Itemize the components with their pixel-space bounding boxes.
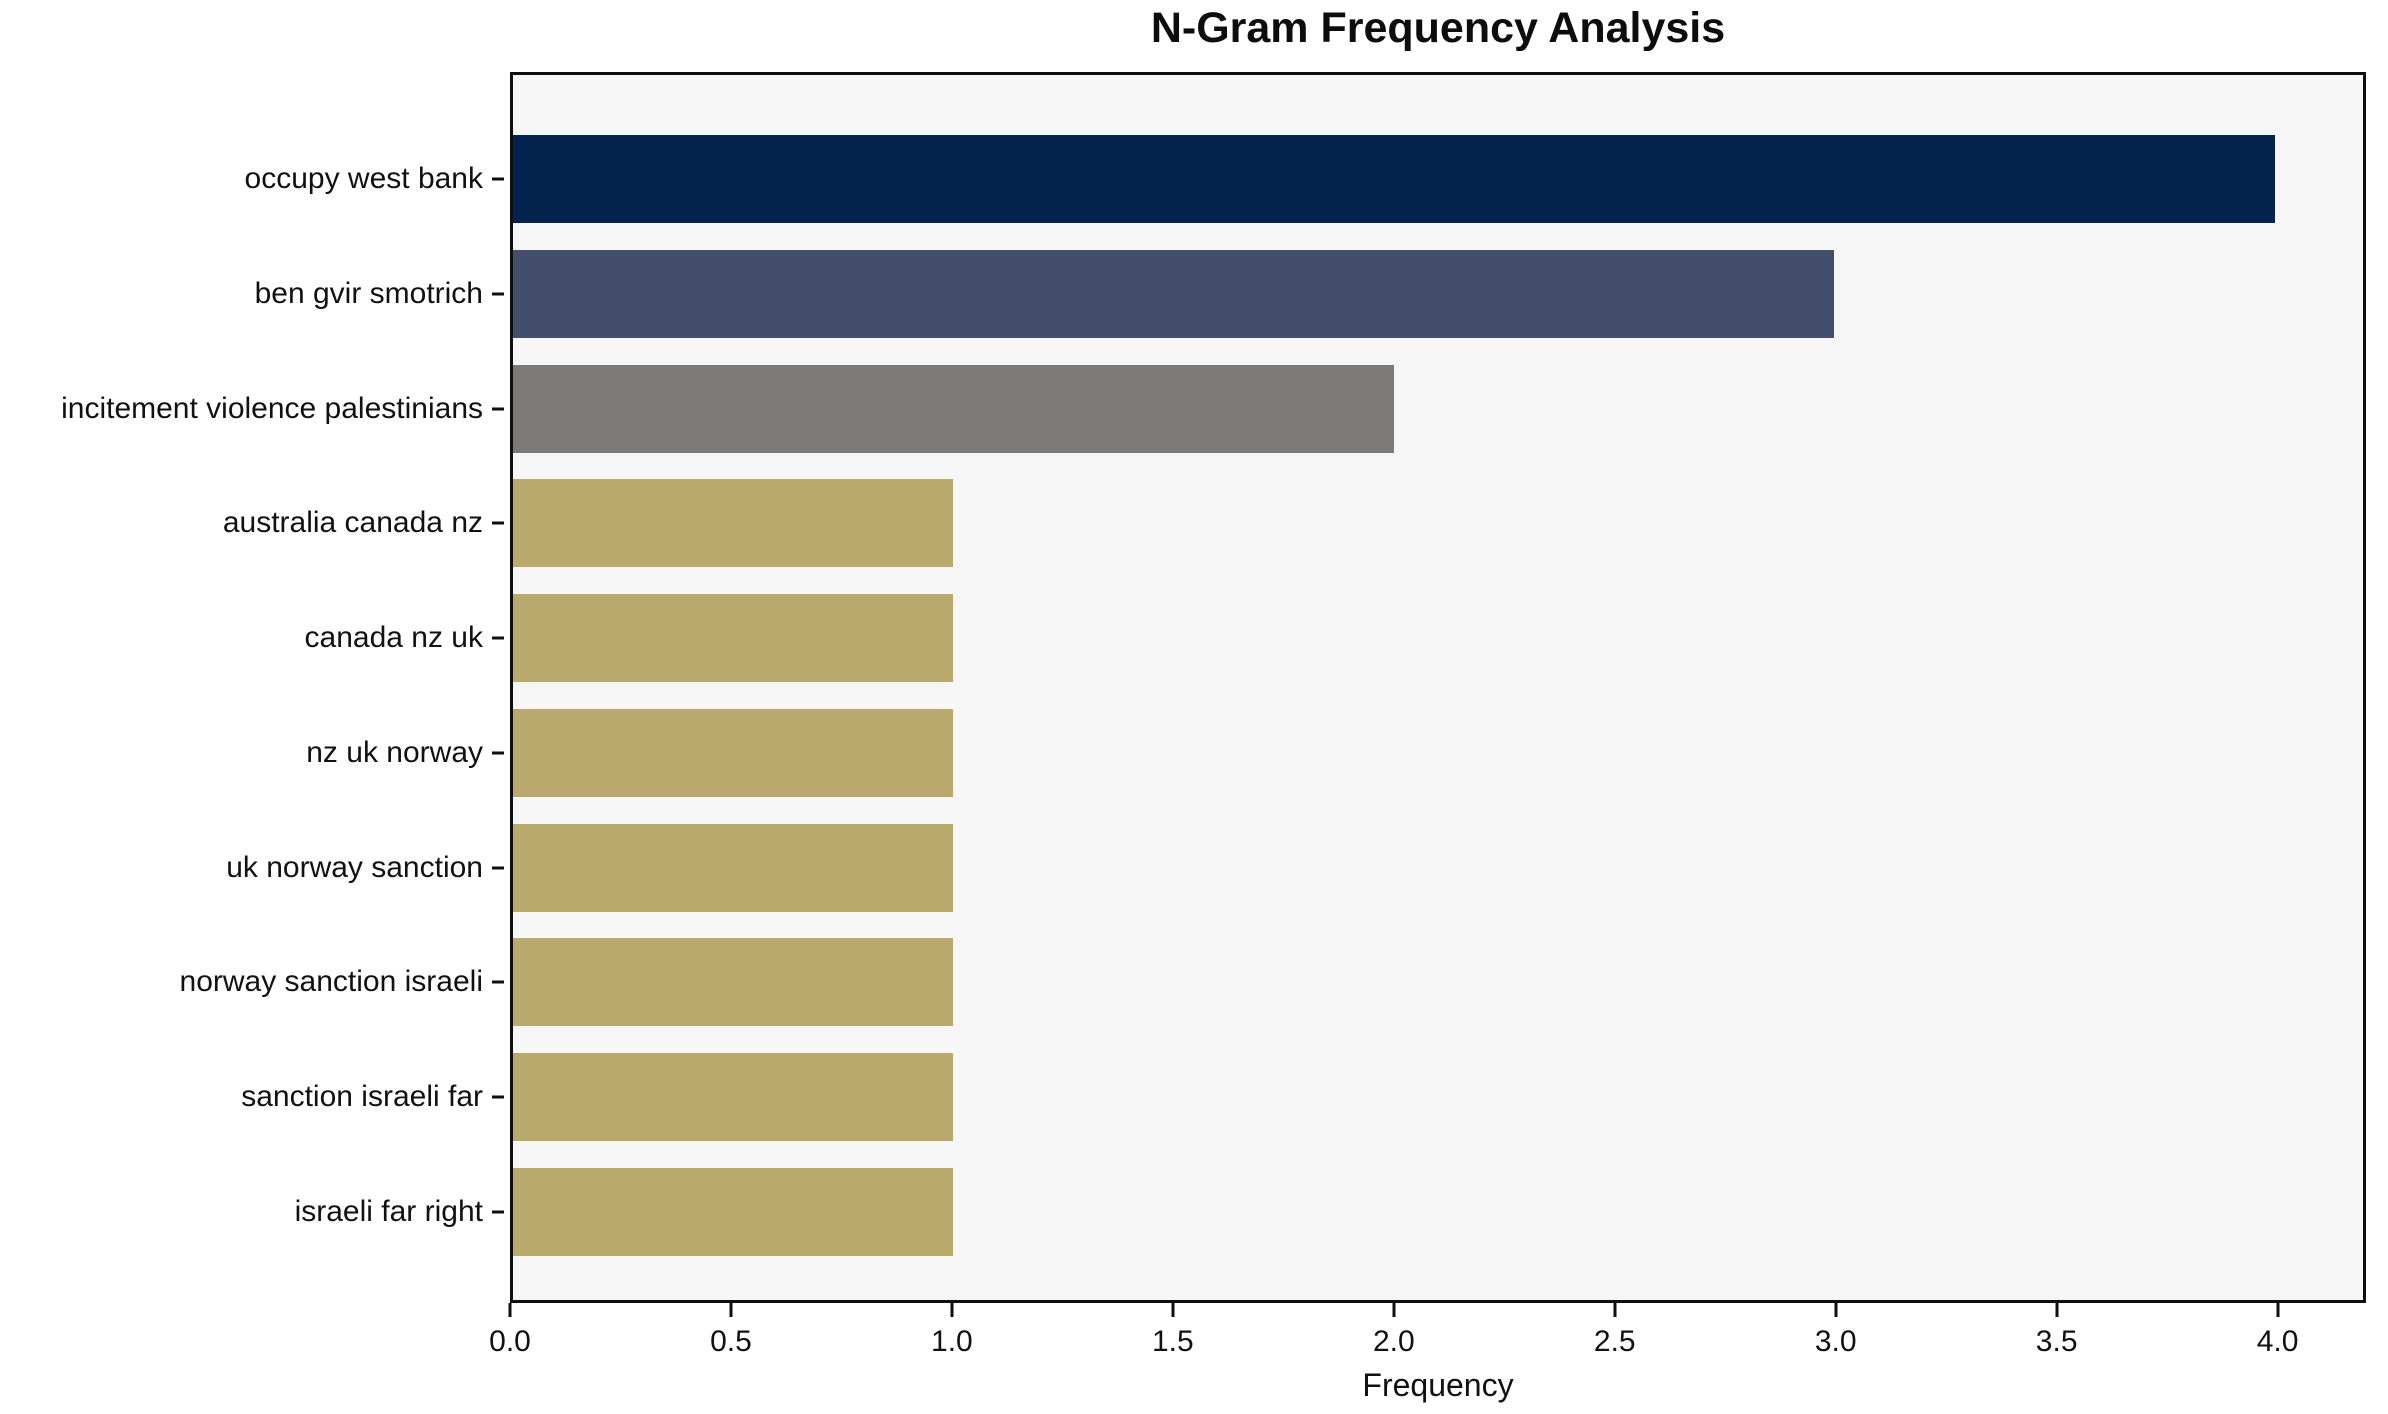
- x-tick-mark: [2276, 1303, 2280, 1317]
- x-tick-mark: [729, 1303, 733, 1317]
- category-label: australia canada nz: [222, 506, 483, 540]
- category-label: occupy west bank: [244, 162, 483, 196]
- x-tick-mark: [1834, 1303, 1838, 1317]
- bar: [513, 594, 954, 683]
- bar-row: sanction israeli far: [241, 1040, 2363, 1155]
- bar-row: occupy west bank: [245, 122, 2363, 237]
- bar: [513, 1167, 954, 1256]
- x-tick-mark: [1392, 1303, 1396, 1317]
- x-tick-mark: [508, 1303, 512, 1317]
- x-tick-label: 4.0: [2256, 1325, 2299, 1358]
- bar-row: nz uk norway: [306, 696, 2363, 811]
- y-tick-mark: [492, 1095, 504, 1099]
- category-label: nz uk norway: [306, 735, 483, 769]
- bar: [513, 364, 1394, 453]
- x-tick-mark: [950, 1303, 954, 1317]
- bar: [513, 938, 954, 1027]
- plot-area: occupy west bank ben gvir smotrich incitem…: [61, 72, 2366, 1303]
- x-tick-mark: [2055, 1303, 2059, 1317]
- bar: [513, 479, 954, 568]
- y-tick-mark: [492, 292, 504, 296]
- y-tick-mark: [492, 1210, 504, 1214]
- bar-row: incitement violence palestinians: [61, 351, 2363, 466]
- x-tick-label: 0.5: [710, 1325, 752, 1358]
- x-tick-label: 2.5: [1593, 1325, 1636, 1358]
- bar: [513, 135, 2275, 224]
- bar: [513, 708, 954, 797]
- category-label: uk norway sanction: [226, 850, 483, 884]
- bar: [513, 823, 954, 912]
- y-tick-mark: [492, 407, 504, 411]
- bars-layer: occupy west bank ben gvir smotrich incitem…: [61, 75, 2363, 1300]
- category-label: ben gvir smotrich: [254, 277, 483, 311]
- y-tick-mark: [492, 751, 504, 755]
- x-tick-label: 1.0: [931, 1325, 973, 1358]
- x-tick-mark: [1171, 1303, 1175, 1317]
- category-label: canada nz uk: [304, 621, 483, 655]
- category-label: incitement violence palestinians: [61, 391, 483, 425]
- x-tick-label: 2.0: [1372, 1325, 1415, 1358]
- category-label: norway sanction israeli: [179, 965, 483, 999]
- chart-title: N-Gram Frequency Analysis: [1150, 4, 1726, 52]
- y-tick-mark: [492, 866, 504, 870]
- y-tick-mark: [492, 177, 504, 181]
- bar-row: canada nz uk: [305, 581, 2363, 696]
- bar-row: ben gvir smotrich: [255, 237, 2363, 352]
- bar: [513, 250, 1835, 339]
- x-axis-label: Frequency: [1362, 1367, 1514, 1403]
- x-tick-label: 3.5: [2035, 1325, 2078, 1358]
- bar-row: uk norway sanction: [226, 810, 2363, 925]
- y-tick-mark: [492, 980, 504, 984]
- x-tick-mark: [1613, 1303, 1617, 1317]
- y-tick-mark: [492, 521, 504, 525]
- category-label: israeli far right: [294, 1194, 483, 1228]
- bar: [513, 1052, 954, 1141]
- bar-row: israeli far right: [295, 1154, 2363, 1269]
- x-tick-label: 1.5: [1151, 1325, 1194, 1358]
- bar-row: australia canada nz: [223, 466, 2363, 581]
- x-tick-label: 0.0: [489, 1325, 531, 1358]
- x-tick-label: 3.0: [1814, 1325, 1857, 1358]
- x-axis: 0.0 0.5 1.0 1.5 2.0 2.5 3.0 3.5 4.0: [489, 1303, 2366, 1413]
- category-label: sanction israeli far: [241, 1079, 483, 1113]
- y-tick-mark: [492, 636, 504, 640]
- bar-row: norway sanction israeli: [180, 925, 2363, 1040]
